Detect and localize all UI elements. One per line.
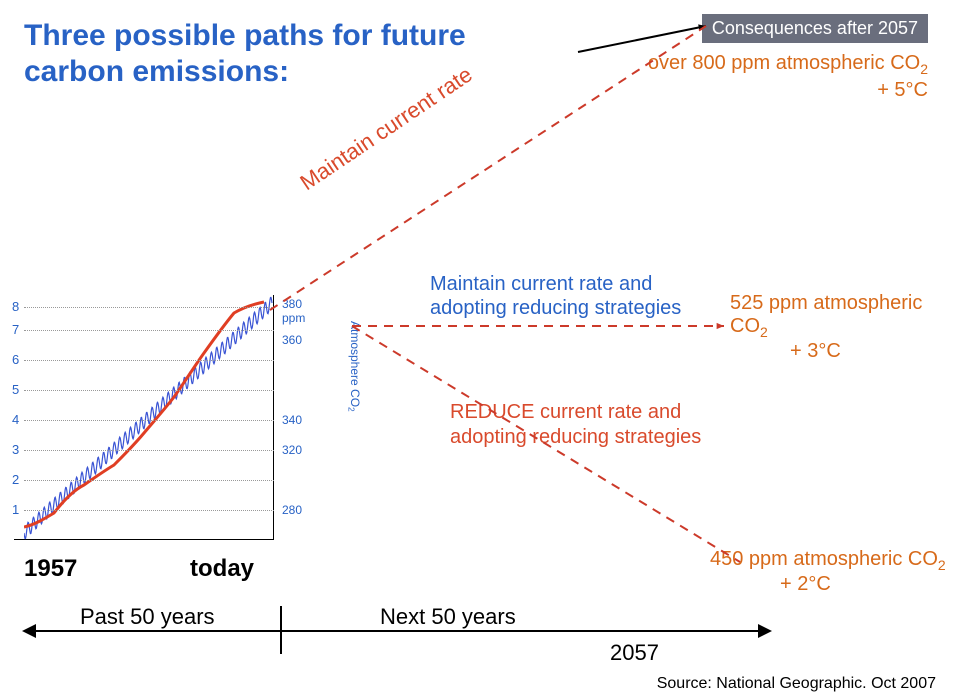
history-chart: 380 ppm Atmosphere CO2 12345678280320340… bbox=[14, 295, 274, 540]
arrow-right-icon bbox=[758, 624, 772, 638]
chart-left-tick: 4 bbox=[12, 412, 26, 427]
chart-left-tick: 5 bbox=[12, 382, 26, 397]
conseq-top-l1: over 800 ppm atmospheric CO bbox=[648, 52, 920, 74]
chart-380ppm-label: 380 ppm bbox=[282, 297, 305, 325]
chart-svg bbox=[24, 295, 274, 540]
title-line2: carbon emissions: bbox=[24, 54, 466, 90]
chart-left-tick: 7 bbox=[12, 322, 26, 337]
consequence-525: 525 ppm atmospheric CO2 + 3°C bbox=[730, 292, 960, 363]
x-label-today: today bbox=[190, 555, 254, 583]
reduce-label: REDUCE current rate and adopting reducin… bbox=[450, 400, 701, 450]
maintain-adopt-label: Maintain current rate and adopting reduc… bbox=[430, 272, 681, 320]
chart-left-tick: 6 bbox=[12, 352, 26, 367]
arrow-left-icon bbox=[22, 624, 36, 638]
conseq-top-l2: + 5°C bbox=[648, 79, 928, 102]
chart-right-tick: 320 bbox=[282, 443, 322, 457]
page-title: Three possible paths for future carbon e… bbox=[24, 18, 466, 90]
past-50-years-label: Past 50 years bbox=[80, 604, 215, 630]
title-line1: Three possible paths for future bbox=[24, 18, 466, 54]
source-label: Source: National Geographic. Oct 2007 bbox=[657, 675, 936, 693]
chart-right-tick: 340 bbox=[282, 413, 322, 427]
x-label-1957: 1957 bbox=[24, 555, 77, 583]
consequence-450: 450 ppm atmospheric CO2 + 2°C bbox=[710, 548, 946, 596]
year-2057-label: 2057 bbox=[610, 640, 659, 666]
chart-right-tick: 280 bbox=[282, 503, 322, 517]
consequence-top: over 800 ppm atmospheric CO2 + 5°C bbox=[648, 52, 928, 102]
consequences-header: Consequences after 2057 bbox=[702, 14, 928, 43]
chart-left-tick: 1 bbox=[12, 502, 26, 517]
chart-right-tick: 360 bbox=[282, 333, 322, 347]
chart-left-tick: 8 bbox=[12, 299, 26, 314]
chart-left-tick: 2 bbox=[12, 472, 26, 487]
chart-left-tick: 3 bbox=[12, 442, 26, 457]
chart-right-axis-label: Atmosphere CO2 bbox=[346, 321, 362, 412]
next-50-years-label: Next 50 years bbox=[380, 604, 516, 630]
